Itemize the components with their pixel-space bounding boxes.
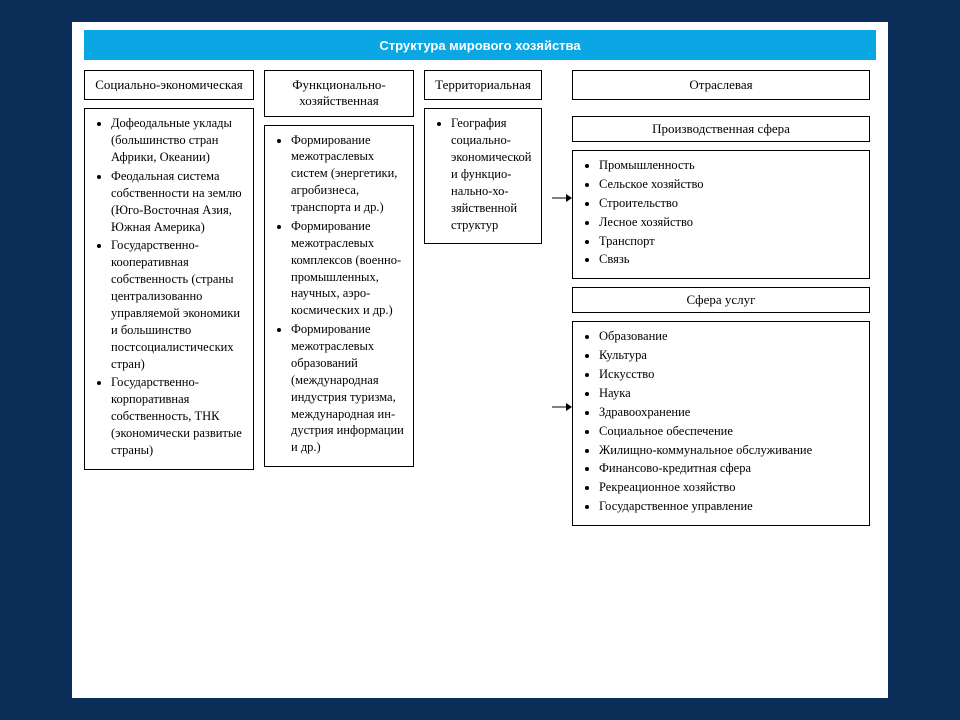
list-item: Социальное обеспечение <box>599 423 861 440</box>
list-item: Феодальная систе­ма собственности на зем… <box>111 168 245 236</box>
list-item: География социаль­но-эконо­мической и фу… <box>451 115 533 233</box>
col2-list: Формирование межотраслевых систем (энерг… <box>271 132 405 457</box>
list-item: Связь <box>599 251 861 268</box>
list-item: Формирование межотраслевых систем (энерг… <box>291 132 405 216</box>
list-item: Здравоохранение <box>599 404 861 421</box>
list-item: Культура <box>599 347 861 364</box>
column-functional: Функционально-хозяйственная Формирование… <box>264 70 414 526</box>
list-item: Лесное хозяйство <box>599 214 861 231</box>
list-item: Жилищно-коммунальное обслуживание <box>599 442 861 459</box>
list-item: Дофеодальные ук­лады (большинст­во стран… <box>111 115 245 166</box>
col4-sub1-body: Промышленность Сельское хозяйство Строит… <box>572 150 870 279</box>
list-item: Сельское хозяйство <box>599 176 861 193</box>
col2-header: Функционально-хозяйственная <box>264 70 414 117</box>
col4-sub2-list: Образование Культура Искусство Наука Здр… <box>579 328 861 515</box>
col4-sub2-body: Образование Культура Искусство Наука Здр… <box>572 321 870 526</box>
col4-sub1-header: Производственная сфера <box>572 116 870 142</box>
list-item: Финансово-кредитная сфера <box>599 460 861 477</box>
list-item: Формирование межотраслевых комплексов (в… <box>291 218 405 319</box>
col2-body: Формирование межотраслевых систем (энерг… <box>264 125 414 468</box>
list-item: Искусство <box>599 366 861 383</box>
col1-body: Дофеодальные ук­лады (большинст­во стран… <box>84 108 254 470</box>
list-item: Государственно-корпоративная собственнос… <box>111 374 245 458</box>
list-item: Формирование межотраслевых образований (… <box>291 321 405 456</box>
arrow-icon <box>552 287 572 526</box>
col4-sub2-header: Сфера услуг <box>572 287 870 313</box>
sheet: Структура мирового хозяйства Социально-э… <box>72 22 888 698</box>
list-item: Транспорт <box>599 233 861 250</box>
col3-list: География социаль­но-эконо­мической и фу… <box>431 115 533 233</box>
column-territorial: Территориаль­ная География социаль­но-эк… <box>424 70 542 526</box>
col3-body: География социаль­но-эконо­мической и фу… <box>424 108 542 244</box>
col3-header: Территориаль­ная <box>424 70 542 100</box>
list-item: Государственное управ­ление <box>599 498 861 515</box>
diagram-title: Структура мирового хозяйства <box>84 30 876 60</box>
columns-container: Социально-экономическая Дофеодальные ук­… <box>84 70 876 526</box>
list-item: Наука <box>599 385 861 402</box>
arrow-icon <box>552 116 572 279</box>
col4-sub1-list: Промышленность Сельское хозяйство Строит… <box>579 157 861 268</box>
list-item: Промышленность <box>599 157 861 174</box>
col4-block-production: Производственная сфера Промышленность Се… <box>552 116 870 279</box>
column-sectoral: Отраслевая Производственная сфера Промыш… <box>552 70 870 526</box>
col1-header: Социально-экономическая <box>84 70 254 100</box>
col1-list: Дофеодальные ук­лады (большинст­во стран… <box>91 115 245 459</box>
col4-header: Отраслевая <box>572 70 870 100</box>
col4-block-services: Сфера услуг Образование Культура Искусст… <box>552 287 870 526</box>
list-item: Государственно-кооперативная собственнос… <box>111 237 245 372</box>
list-item: Строительство <box>599 195 861 212</box>
list-item: Рекреационное хозяйство <box>599 479 861 496</box>
column-socio-economic: Социально-экономическая Дофеодальные ук­… <box>84 70 254 526</box>
list-item: Образование <box>599 328 861 345</box>
